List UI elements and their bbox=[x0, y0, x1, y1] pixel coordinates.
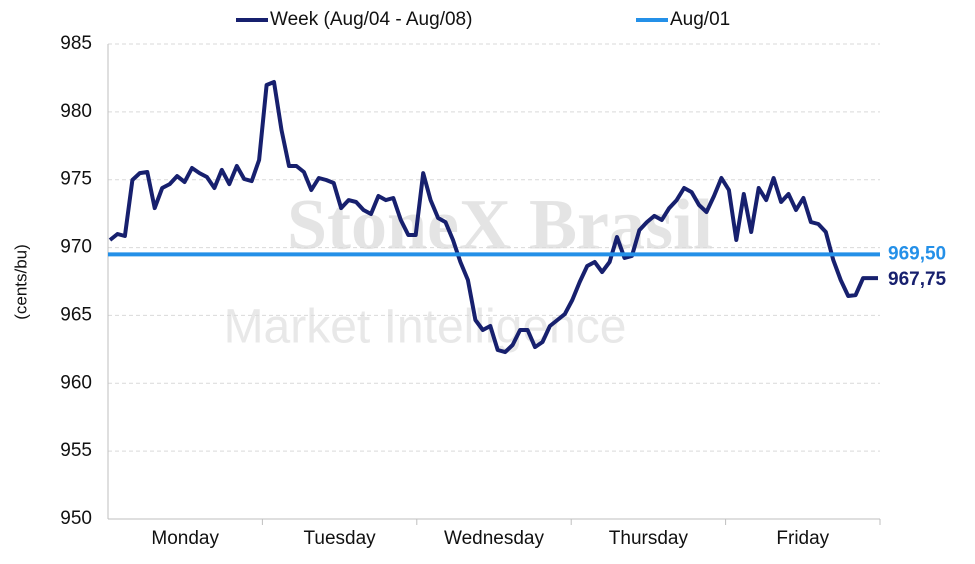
y-tick-label: 950 bbox=[60, 508, 92, 529]
y-tick-label: 975 bbox=[60, 169, 92, 190]
y-tick-label: 970 bbox=[60, 237, 92, 258]
legend-label: Week (Aug/04 - Aug/08) bbox=[270, 9, 472, 30]
watermark-tagline: Market Intelligence bbox=[224, 301, 627, 354]
x-tick-label: Wednesday bbox=[444, 528, 544, 549]
value-label: 967,75 bbox=[888, 269, 947, 290]
x-tick-label: Tuesday bbox=[304, 528, 377, 549]
y-tick-label: 985 bbox=[60, 33, 92, 54]
x-tick-label: Monday bbox=[151, 528, 219, 549]
x-tick-label: Friday bbox=[776, 528, 829, 549]
series-line bbox=[108, 80, 878, 355]
value-label: 969,50 bbox=[888, 243, 946, 264]
y-tick-label: 955 bbox=[60, 440, 92, 461]
x-tick-label: Thursday bbox=[609, 528, 689, 549]
y-tick-label: 980 bbox=[60, 101, 92, 122]
y-axis-label: (cents/bu) bbox=[11, 244, 30, 320]
y-tick-label: 960 bbox=[60, 372, 92, 393]
y-tick-label: 965 bbox=[60, 304, 92, 325]
legend-label: Aug/01 bbox=[670, 9, 730, 30]
